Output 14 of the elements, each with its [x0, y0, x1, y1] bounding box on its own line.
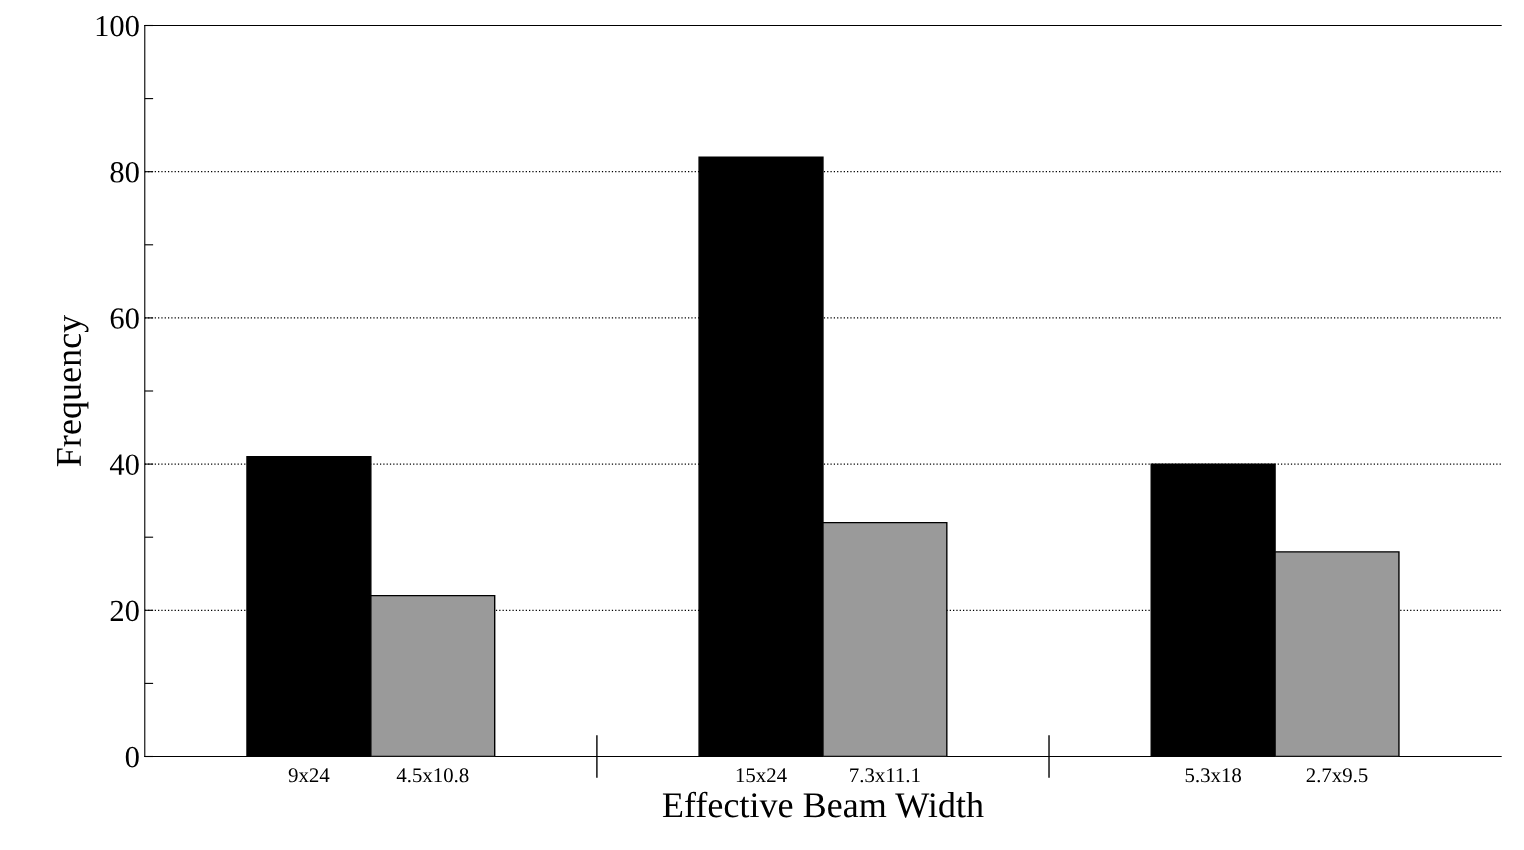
y-tick-label: 80	[110, 161, 139, 183]
x-tick-label: 2.7x9.5	[1306, 768, 1368, 783]
x-tick-label: 4.5x10.8	[396, 768, 469, 783]
x-tick-label: 7.3x11.1	[850, 768, 920, 783]
y-tick-label: 40	[109, 454, 139, 475]
y-tick-label: 0	[125, 746, 139, 768]
y-axis-title: Frequency	[57, 314, 89, 467]
x-axis-title: Effective Beam Width	[662, 791, 984, 818]
y-tick-label: 100	[96, 15, 139, 37]
y-tick-label: 20	[110, 600, 139, 622]
x-tick-label: 15x24	[736, 768, 787, 783]
x-tick-label: 9x24	[288, 768, 330, 783]
x-tick-label: 5.3x18	[1185, 768, 1241, 783]
y-tick-label: 60	[110, 308, 139, 329]
